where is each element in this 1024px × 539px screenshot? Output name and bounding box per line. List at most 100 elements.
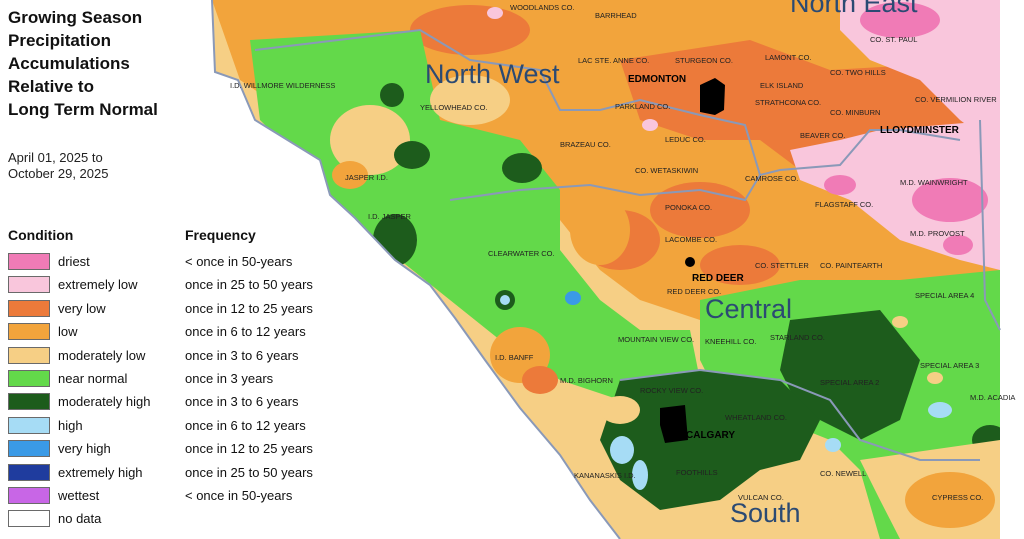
legend-item: extremely high once in 25 to 50 years	[8, 463, 338, 483]
county-label: I.D. BANFF	[495, 353, 534, 362]
county-label: STARLAND CO.	[770, 333, 825, 342]
legend-frequency: once in 6 to 12 years	[185, 324, 306, 340]
county-label: LAMONT CO.	[765, 53, 812, 62]
county-label: CO. TWO HILLS	[830, 68, 886, 77]
legend-swatch	[8, 510, 50, 528]
county-label: SPECIAL AREA 4	[915, 291, 974, 300]
legend-swatch	[8, 253, 50, 270]
legend-condition: moderately high	[58, 394, 151, 410]
county-label: CO. ST. PAUL	[870, 35, 917, 44]
county-label: M.D. PROVOST	[910, 229, 965, 238]
county-label: KNEEHILL CO.	[705, 337, 756, 346]
date-range: April 01, 2025 to October 29, 2025	[8, 150, 109, 181]
legend-condition: low	[58, 324, 78, 340]
county-label: CO. VERMILION RIVER	[915, 95, 997, 104]
city-markers	[660, 78, 725, 443]
legend-swatch	[8, 487, 50, 504]
county-label: SPECIAL AREA 2	[820, 378, 879, 387]
legend-frequency: < once in 50-years	[185, 488, 293, 503]
county-label: CO. STETTLER	[755, 261, 809, 270]
county-label: FLAGSTAFF CO.	[815, 200, 873, 209]
legend-item: extremely low once in 25 to 50 years	[8, 275, 338, 295]
legend-condition: driest	[58, 254, 90, 269]
legend-item: low once in 6 to 12 years	[8, 322, 338, 342]
legend-frequency: once in 25 to 50 years	[185, 277, 313, 293]
city-label-calgary: CALGARY	[686, 430, 735, 441]
county-label: I.D. WILLMORE WILDERNESS	[230, 81, 335, 90]
county-label: KANANASKIS I.D.	[574, 471, 636, 480]
legend-item: driest < once in 50-years	[8, 252, 338, 272]
county-label: MOUNTAIN VIEW CO.	[618, 335, 694, 344]
county-label: JASPER I.D.	[345, 173, 388, 182]
legend-item: moderately low once in 3 to 6 years	[8, 346, 338, 366]
county-label: WOODLANDS CO.	[510, 3, 575, 12]
region-label-north-west: North West	[425, 59, 560, 89]
county-label: BEAVER CO.	[800, 131, 845, 140]
county-label: SPECIAL AREA 3	[920, 361, 979, 370]
county-label: CYPRESS CO.	[932, 493, 983, 502]
legend-item: wettest < once in 50-years	[8, 486, 338, 506]
legend-swatch	[8, 276, 50, 294]
legend-item: near normal once in 3 years	[8, 369, 338, 389]
legend-condition: wettest	[58, 488, 100, 503]
county-label: RED DEER CO.	[667, 287, 721, 296]
county-label: CO. MINBURN	[830, 108, 880, 117]
legend-condition: extremely low	[58, 277, 138, 293]
legend-item: no data	[8, 509, 338, 529]
legend-frequency: once in 3 years	[185, 371, 274, 386]
legend-swatch	[8, 346, 50, 364]
city-label-edmonton: EDMONTON	[628, 74, 686, 85]
legend-item: moderately high once in 3 to 6 years	[8, 392, 338, 412]
legend-panel: Growing Season Precipitation Accumulatio…	[0, 0, 340, 539]
county-label: CO. WETASKIWIN	[635, 166, 698, 175]
county-label: FOOTHILLS	[676, 468, 718, 477]
county-label: CO. PAINTEARTH	[820, 261, 882, 270]
region-boundaries	[211, 0, 1001, 539]
legend-swatch	[8, 463, 50, 481]
county-label: CAMROSE CO.	[745, 174, 798, 183]
county-label: CLEARWATER CO.	[488, 249, 555, 258]
county-label: CO. NEWELL	[820, 469, 866, 478]
county-label: WHEATLAND CO.	[725, 413, 787, 422]
county-label: ROCKY VIEW CO.	[640, 386, 703, 395]
county-label: M.D. ACADIA	[970, 393, 1015, 402]
county-label: STRATHCONA CO.	[755, 98, 821, 107]
red-deer-marker	[685, 257, 695, 267]
legend-swatch	[8, 370, 50, 387]
legend-swatch	[8, 299, 50, 317]
legend-condition: near normal	[58, 371, 128, 386]
legend-condition: very low	[58, 300, 106, 316]
legend-condition: high	[58, 417, 83, 433]
edmonton-marker	[700, 78, 725, 115]
legend-frequency: once in 3 to 6 years	[185, 347, 299, 363]
county-label: I.D. JASPER	[368, 212, 412, 221]
legend-item: very low once in 12 to 25 years	[8, 299, 338, 319]
county-label: ELK ISLAND	[760, 81, 804, 90]
calgary-marker	[660, 405, 688, 443]
legend-swatch	[8, 440, 50, 458]
legend-frequency: once in 12 to 25 years	[185, 300, 313, 316]
county-label: STURGEON CO.	[675, 56, 733, 65]
region-label-central: Central	[705, 294, 792, 324]
legend-condition: extremely high	[58, 464, 143, 480]
legend-swatch	[8, 393, 50, 411]
region-label-north-east: North East	[790, 0, 918, 18]
legend-frequency: once in 25 to 50 years	[185, 464, 313, 480]
legend-frequency: once in 12 to 25 years	[185, 441, 313, 457]
county-label: BARRHEAD	[595, 11, 637, 20]
legend-item: high once in 6 to 12 years	[8, 416, 338, 436]
city-label-red-deer: RED DEER	[692, 273, 744, 284]
map-fill	[212, 0, 1000, 539]
county-label: PONOKA CO.	[665, 203, 712, 212]
legend-frequency: < once in 50-years	[185, 254, 293, 269]
city-label-lloydminster: LLOYDMINSTER	[880, 125, 960, 136]
legend-condition: no data	[58, 511, 102, 527]
legend-swatch	[8, 416, 50, 434]
legend-swatch	[8, 323, 50, 341]
county-label: LAC STE. ANNE CO.	[578, 56, 649, 65]
county-label: BRAZEAU CO.	[560, 140, 611, 149]
legend-condition-header: Condition	[8, 227, 74, 243]
legend-frequency-header: Frequency	[185, 227, 256, 243]
legend-condition: moderately low	[58, 347, 146, 363]
